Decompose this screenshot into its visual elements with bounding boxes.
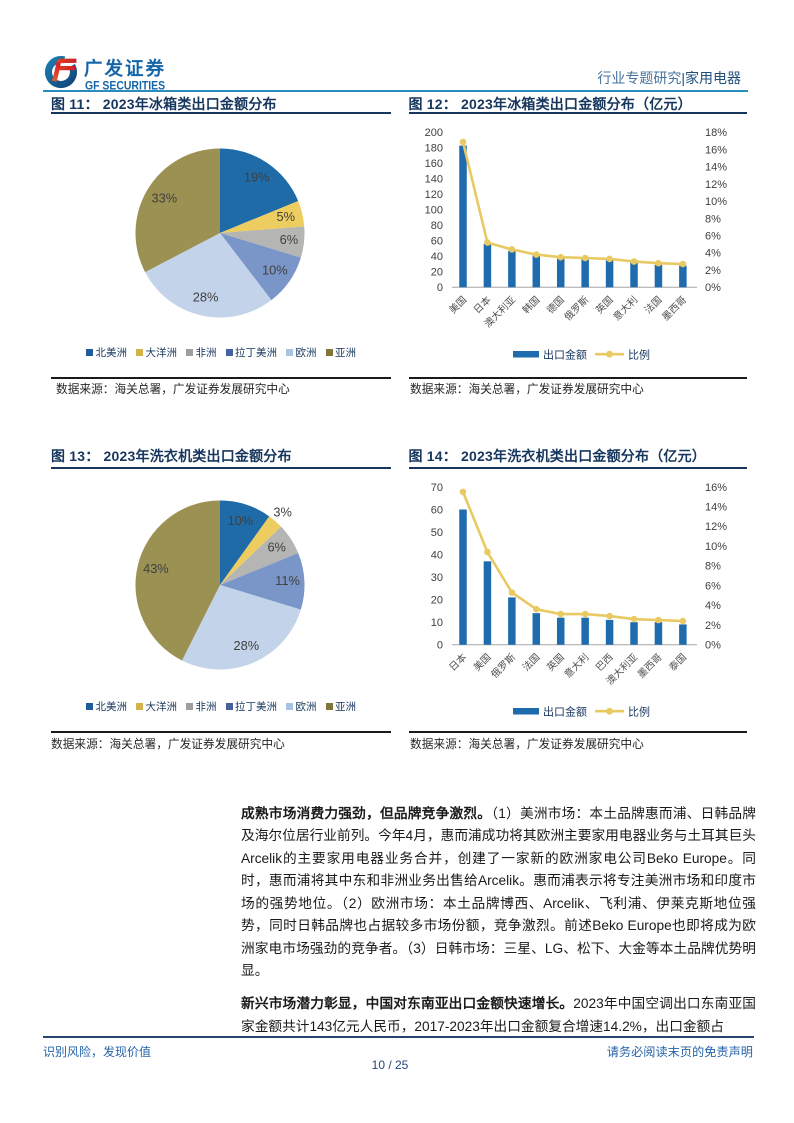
svg-text:60: 60 [431,504,443,516]
svg-text:出口金额: 出口金额 [543,348,587,362]
svg-text:140: 140 [425,174,443,186]
svg-text:2%: 2% [705,265,721,277]
svg-text:19%: 19% [243,169,269,184]
svg-text:60: 60 [431,236,443,248]
svg-text:43%: 43% [143,561,169,576]
svg-text:10%: 10% [705,541,727,553]
svg-text:美国: 美国 [446,293,469,316]
svg-text:10%: 10% [261,262,287,277]
svg-text:20: 20 [431,267,443,279]
svg-text:墨西哥: 墨西哥 [660,294,689,323]
svg-text:120: 120 [425,189,443,201]
svg-text:英国: 英国 [593,293,616,316]
svg-text:比例: 比例 [628,705,650,719]
svg-text:40: 40 [431,549,443,561]
svg-text:0: 0 [437,640,443,652]
svg-text:12%: 12% [705,179,727,191]
svg-text:意大利: 意大利 [561,651,591,681]
svg-text:18%: 18% [705,127,727,139]
svg-text:12%: 12% [705,521,727,533]
svg-text:33%: 33% [151,190,177,205]
svg-text:0%: 0% [705,282,721,294]
svg-text:16%: 16% [705,144,727,156]
svg-text:70: 70 [431,482,443,494]
svg-text:出口金额: 出口金额 [543,705,587,719]
svg-text:200: 200 [425,127,443,139]
svg-text:100: 100 [425,205,443,217]
svg-text:美国: 美国 [470,651,493,674]
svg-text:法国: 法国 [641,293,664,316]
svg-text:4%: 4% [705,600,721,612]
svg-text:墨西哥: 墨西哥 [635,651,664,680]
svg-text:6%: 6% [267,540,286,555]
svg-text:泰国: 泰国 [666,651,689,674]
svg-text:法国: 法国 [519,651,542,674]
svg-text:俄罗斯: 俄罗斯 [488,650,518,680]
svg-text:160: 160 [425,158,443,170]
svg-text:巴西: 巴西 [593,651,615,673]
svg-text:俄罗斯: 俄罗斯 [561,293,591,323]
svg-text:14%: 14% [705,162,727,174]
svg-text:6%: 6% [705,580,721,592]
svg-text:6%: 6% [279,231,298,246]
svg-text:8%: 8% [705,561,721,573]
svg-text:30: 30 [431,572,443,584]
svg-text:80: 80 [431,220,443,232]
svg-text:0%: 0% [705,640,721,652]
svg-text:日本: 日本 [446,650,469,673]
svg-text:日本: 日本 [470,293,493,316]
svg-text:11%: 11% [275,573,300,588]
svg-text:英国: 英国 [544,651,567,674]
svg-text:4%: 4% [705,248,721,260]
svg-text:5%: 5% [276,208,295,223]
svg-text:3%: 3% [273,504,292,519]
svg-text:50: 50 [431,527,443,539]
svg-text:0: 0 [437,282,443,294]
svg-text:8%: 8% [705,213,721,225]
svg-text:10%: 10% [705,196,727,208]
svg-text:10%: 10% [228,513,254,528]
svg-text:20: 20 [431,594,443,606]
svg-text:16%: 16% [705,482,727,494]
svg-text:28%: 28% [233,638,259,653]
svg-text:德国: 德国 [544,293,567,316]
svg-text:意大利: 意大利 [610,293,640,323]
svg-text:28%: 28% [192,289,218,304]
svg-text:2%: 2% [705,620,721,632]
svg-text:180: 180 [425,143,443,155]
svg-text:韩国: 韩国 [519,293,542,316]
svg-text:14%: 14% [705,502,727,514]
svg-text:6%: 6% [705,231,721,243]
svg-text:10: 10 [431,617,443,629]
svg-text:比例: 比例 [628,348,650,362]
svg-text:40: 40 [431,251,443,263]
